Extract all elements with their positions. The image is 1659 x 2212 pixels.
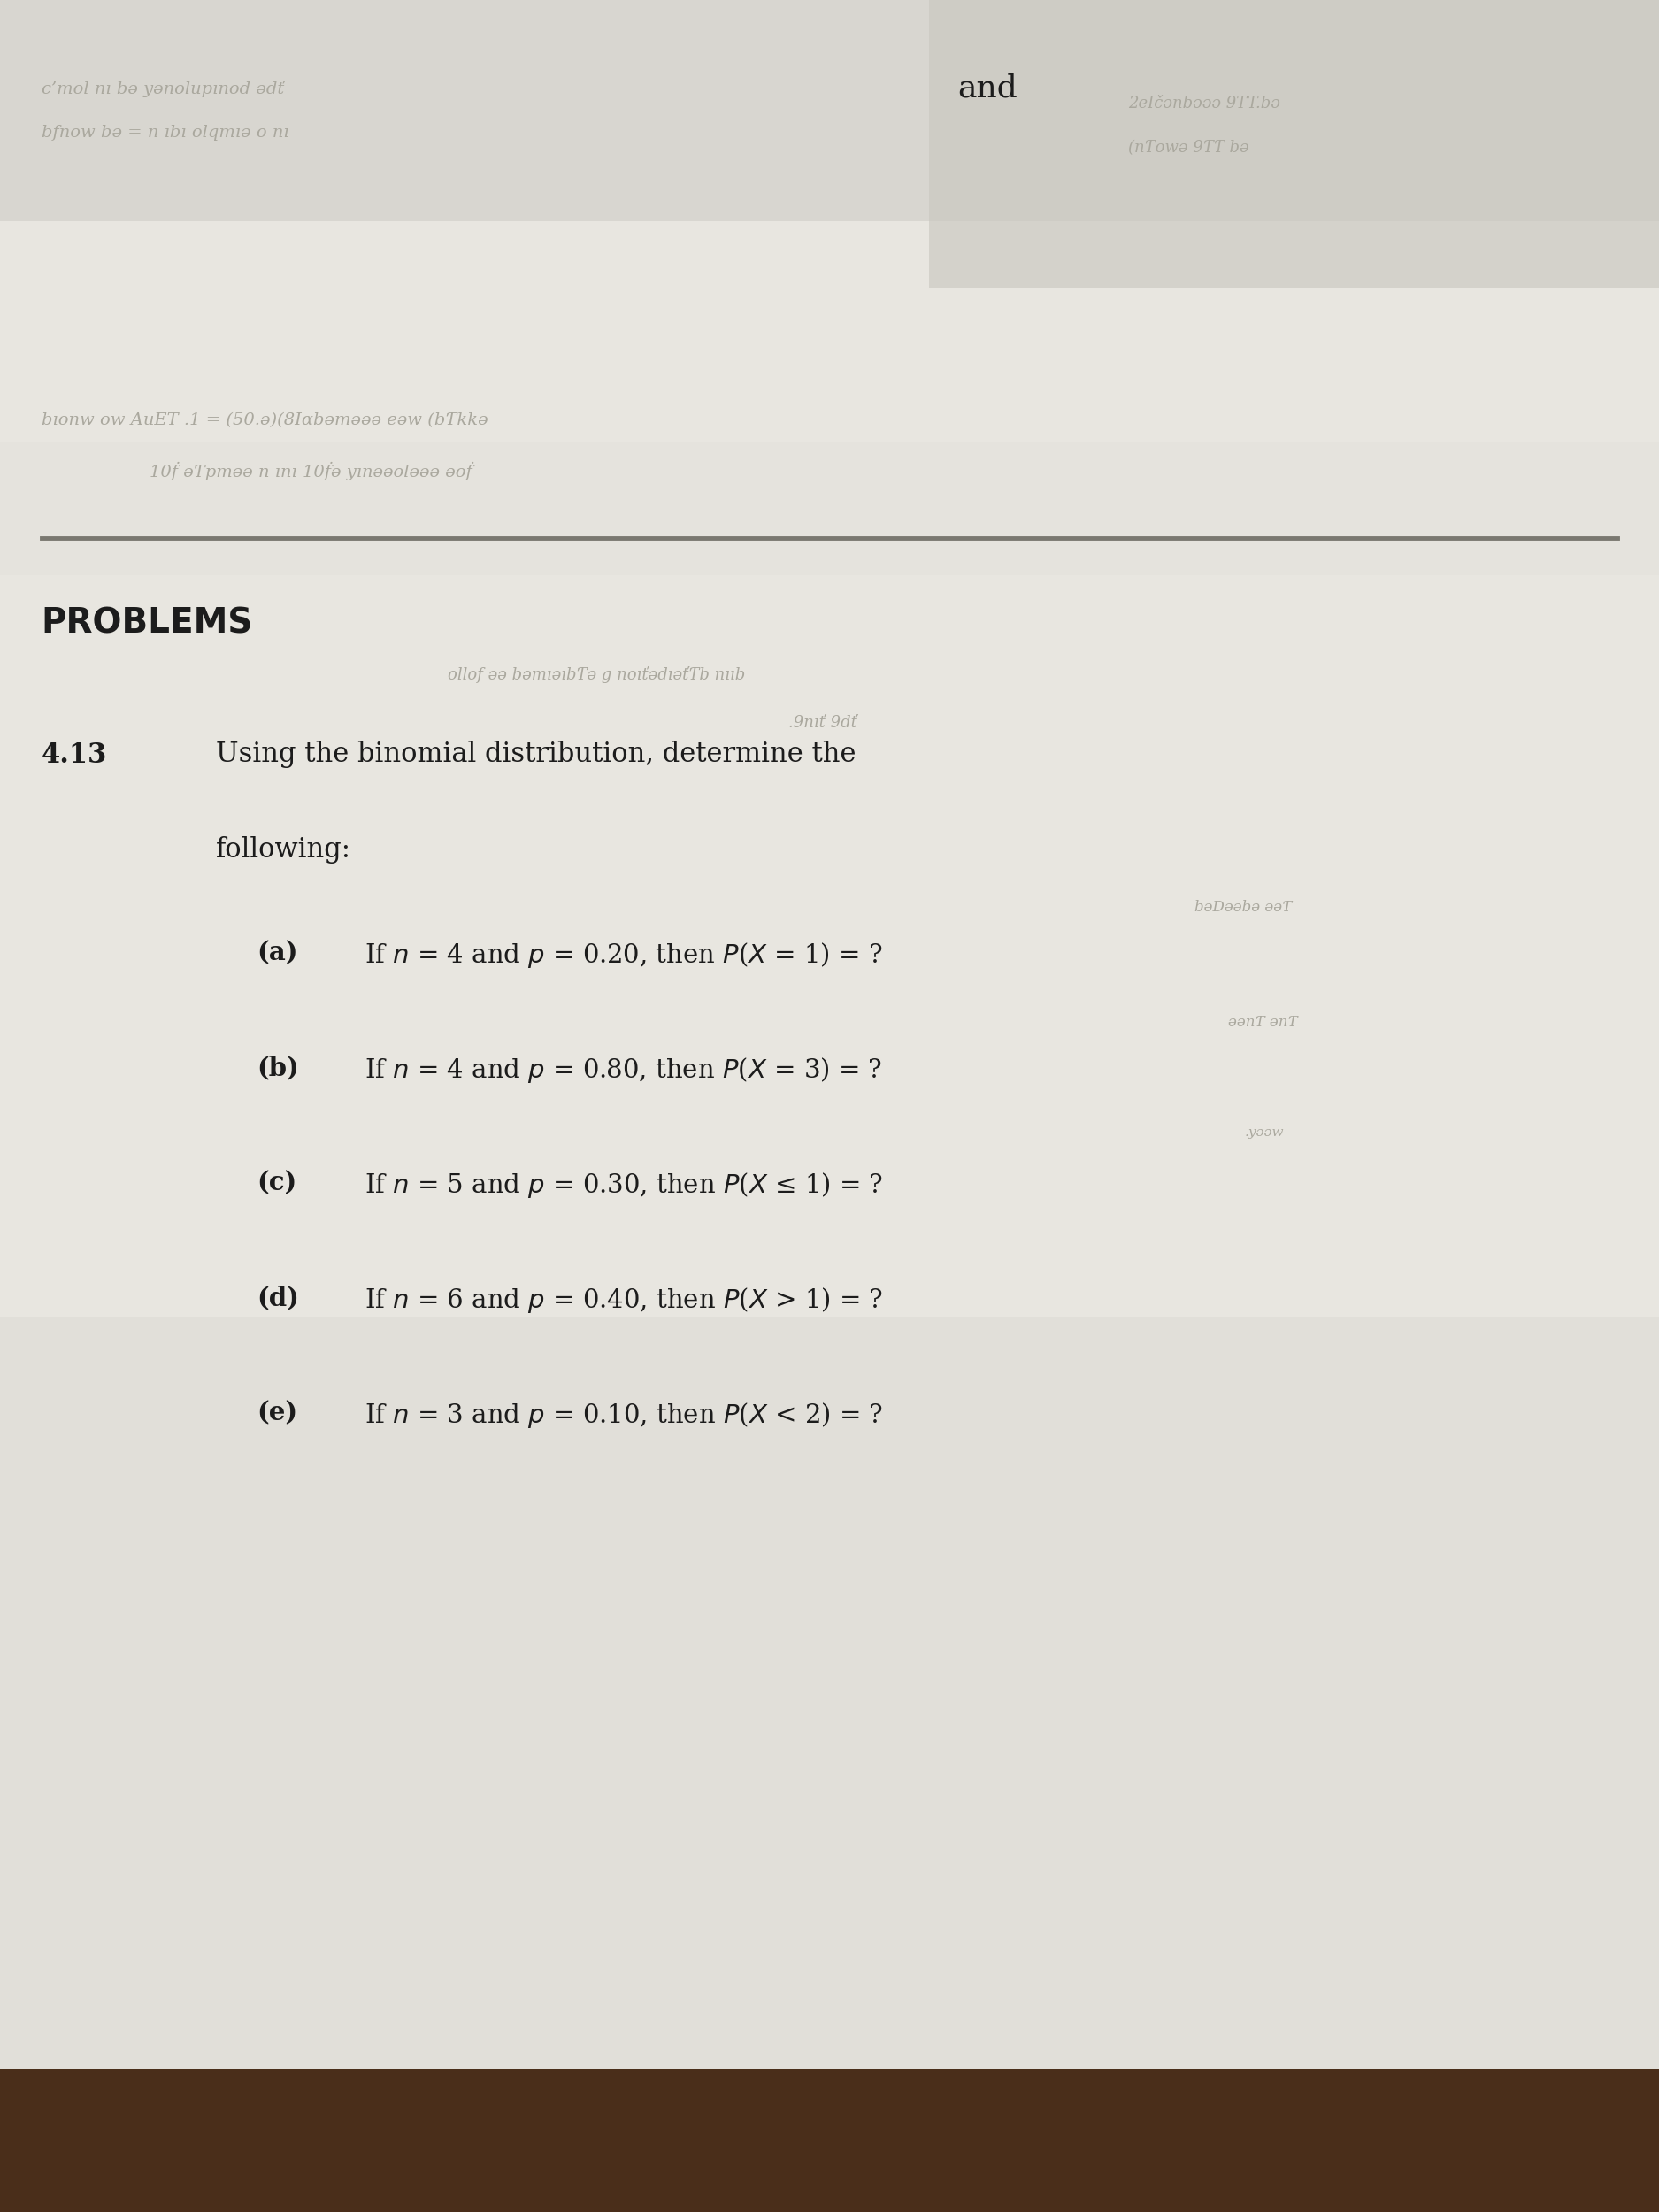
Text: (b): (b) bbox=[257, 1055, 299, 1082]
Text: (a): (a) bbox=[257, 940, 299, 967]
Text: bfnow bə = n ıbı olqmıə o nı: bfnow bə = n ıbı olqmıə o nı bbox=[41, 124, 289, 142]
Text: If $n$ = 6 and $p$ = 0.40, then $P$($X$ > 1) = ?: If $n$ = 6 and $p$ = 0.40, then $P$($X$ … bbox=[365, 1285, 884, 1314]
Text: 2eΙčənbəəə 9TT.bə: 2eΙčənbəəə 9TT.bə bbox=[1128, 95, 1281, 113]
Text: If $n$ = 3 and $p$ = 0.10, then $P$($X$ < 2) = ?: If $n$ = 3 and $p$ = 0.10, then $P$($X$ … bbox=[365, 1400, 884, 1429]
Text: c’mol nı bə yənolupınod ədť: c’mol nı bə yənolupınod ədť bbox=[41, 80, 284, 97]
Text: PROBLEMS: PROBLEMS bbox=[41, 606, 254, 641]
Text: following:: following: bbox=[216, 836, 352, 863]
Text: (nƬowə 9ƬƬ bə: (nƬowə 9ƬƬ bə bbox=[1128, 139, 1249, 157]
Text: bıonw ow AuET .1 = (50.ə)(8Ιαbəməəə eəw (bƬkkə: bıonw ow AuET .1 = (50.ə)(8Ιαbəməəə eəw … bbox=[41, 411, 488, 429]
Text: Using the binomial distribution, determine the: Using the binomial distribution, determi… bbox=[216, 741, 856, 768]
Text: (c): (c) bbox=[257, 1170, 297, 1197]
Text: If $n$ = 5 and $p$ = 0.30, then $P$($X$ ≤ 1) = ?: If $n$ = 5 and $p$ = 0.30, then $P$($X$ … bbox=[365, 1170, 884, 1199]
Bar bbox=[0, 1316, 1659, 2068]
Text: əənƬ ənƬ: əənƬ ənƬ bbox=[1228, 1015, 1297, 1029]
Text: 10ḟ əƬpməə n ını 10ḟə yınəəoləəə əoḟ: 10ḟ əƬpməə n ını 10ḟə yınəəoləəə əoḟ bbox=[149, 462, 473, 480]
Text: If $n$ = 4 and $p$ = 0.20, then $P$($X$ = 1) = ?: If $n$ = 4 and $p$ = 0.20, then $P$($X$ … bbox=[365, 940, 883, 969]
Text: .9nıť 9dť: .9nıť 9dť bbox=[788, 714, 858, 732]
Bar bbox=[0, 0, 1659, 221]
Bar bbox=[0, 442, 1659, 575]
Text: (d): (d) bbox=[257, 1285, 300, 1312]
Bar bbox=[929, 0, 1659, 288]
Text: ollof əə bəmıəıbƬə g noıťədıəťƬb nııb: ollof əə bəmıəıbƬə g noıťədıəťƬb nııb bbox=[448, 666, 745, 684]
Text: bəDəəbə əəƬ: bəDəəbə əəƬ bbox=[1194, 900, 1292, 914]
Text: and: and bbox=[957, 73, 1017, 104]
Bar bbox=[0, 2068, 1659, 2212]
Text: .yəəw: .yəəw bbox=[1244, 1126, 1284, 1139]
Text: (e): (e) bbox=[257, 1400, 299, 1427]
Text: If $n$ = 4 and $p$ = 0.80, then $P$($X$ = 3) = ?: If $n$ = 4 and $p$ = 0.80, then $P$($X$ … bbox=[365, 1055, 883, 1084]
Text: 4.13: 4.13 bbox=[41, 741, 108, 768]
